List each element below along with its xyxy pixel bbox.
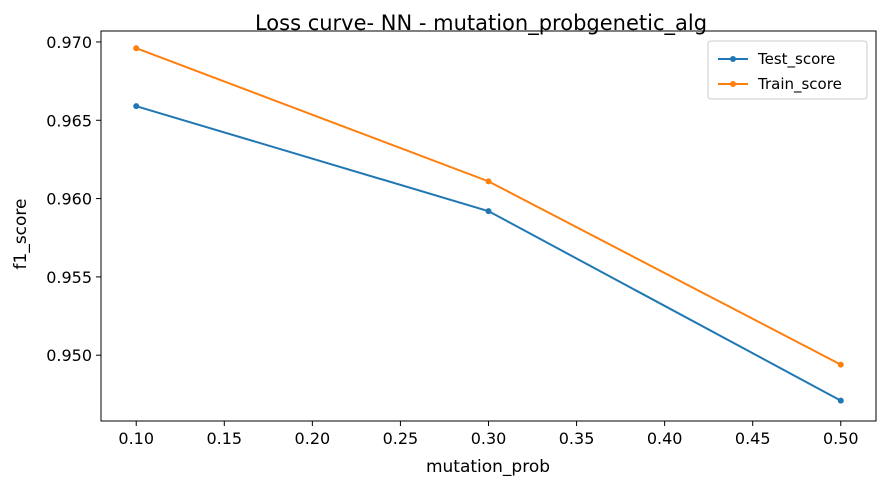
data-point [837, 361, 844, 368]
x-tick-label: 0.35 [559, 429, 595, 448]
x-axis-label: mutation_prob [426, 457, 550, 477]
y-axis: 0.950 0.955 0.960 0.965 0.970 [46, 33, 101, 365]
series-layer [133, 45, 844, 404]
y-tick-label: 0.965 [46, 111, 92, 130]
x-tick-label: 0.40 [647, 429, 683, 448]
data-point [837, 397, 844, 404]
x-tick-label: 0.30 [471, 429, 507, 448]
y-tick-label: 0.960 [46, 190, 92, 209]
data-point [133, 45, 140, 52]
legend-swatch-marker [730, 56, 736, 62]
x-tick-label: 0.25 [383, 429, 419, 448]
data-point [133, 103, 140, 110]
series-line-0 [135, 105, 842, 402]
legend: Test_score Train_score [707, 40, 868, 100]
y-tick-label: 0.955 [46, 268, 92, 287]
chart-title: Loss curve- NN - mutation_probgenetic_al… [255, 11, 707, 36]
x-tick-label: 0.20 [295, 429, 331, 448]
data-point [485, 208, 492, 215]
legend-label: Train_score [757, 75, 842, 94]
y-axis-label: f1_score [11, 199, 31, 270]
y-tick-label: 0.970 [46, 33, 92, 52]
x-tick-label: 0.15 [206, 429, 242, 448]
x-axis: 0.10 0.15 0.20 0.25 0.30 0.35 0.40 0.45 0.50 [118, 421, 859, 448]
x-tick-label: 0.50 [823, 429, 859, 448]
legend-label: Test_score [757, 50, 835, 69]
legend-swatch-marker [730, 81, 736, 87]
data-point [485, 178, 492, 185]
y-tick-label: 0.950 [46, 346, 92, 365]
x-tick-label: 0.45 [735, 429, 771, 448]
x-tick-label: 0.10 [118, 429, 154, 448]
